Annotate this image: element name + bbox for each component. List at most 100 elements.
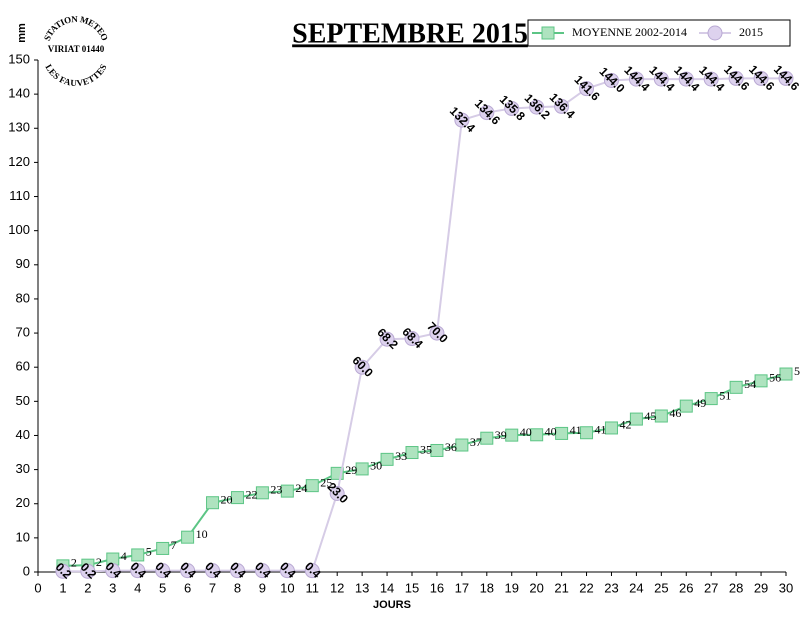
y-tick-label: 150 xyxy=(8,51,30,66)
y-tick-label: 110 xyxy=(9,188,30,203)
x-tick-label: 21 xyxy=(554,580,568,595)
marker xyxy=(80,563,96,579)
legend-box xyxy=(527,19,791,47)
data-label: 36 xyxy=(445,440,457,454)
x-tick-label: 4 xyxy=(134,580,141,595)
logo-text: STATION METEO xyxy=(42,14,110,42)
logo-text: LES FAUVETTES xyxy=(43,62,108,88)
logo-text: LES FAUVETTES xyxy=(43,62,108,88)
marker xyxy=(454,112,470,128)
data-label: 54 xyxy=(744,377,756,391)
marker xyxy=(155,563,171,579)
x-tick-label: 17 xyxy=(455,580,469,595)
y-tick-label: 10 xyxy=(16,529,30,544)
x-axis-label: JOURS xyxy=(373,599,411,611)
marker xyxy=(205,563,221,579)
x-tick-label: 12 xyxy=(330,580,344,595)
legend-label: MOYENNE 2002-2014 xyxy=(572,25,687,39)
data-label: 22 xyxy=(245,487,257,501)
data-label: 41 xyxy=(570,423,582,437)
marker xyxy=(429,325,445,341)
data-label: 23 xyxy=(270,483,282,497)
marker xyxy=(430,443,444,457)
marker xyxy=(504,100,520,116)
legend-marker xyxy=(707,25,723,41)
marker xyxy=(405,446,419,460)
marker xyxy=(380,452,394,466)
data-label: 2 xyxy=(71,556,77,570)
marker xyxy=(753,70,769,86)
data-label: 10 xyxy=(196,527,208,541)
x-tick-label: 9 xyxy=(259,580,266,595)
data-label: 41 xyxy=(595,422,607,436)
logo: STATION METEO VIRIAT 01440 LES FAUVETTES xyxy=(42,14,110,88)
x-tick-label: 22 xyxy=(579,580,593,595)
marker xyxy=(729,380,743,394)
y-tick-label: 80 xyxy=(16,290,30,305)
marker xyxy=(678,71,694,87)
x-tick-label: 6 xyxy=(184,580,191,595)
data-label: 0.4 xyxy=(227,559,249,581)
marker xyxy=(229,563,245,579)
marker xyxy=(455,438,469,452)
data-label: 40 xyxy=(520,425,532,439)
data-label: 37 xyxy=(470,435,482,449)
x-tick-label: 29 xyxy=(754,580,768,595)
data-label: 39 xyxy=(495,428,507,442)
x-tick-label: 15 xyxy=(405,580,419,595)
y-tick-label: 70 xyxy=(16,325,30,340)
marker xyxy=(703,71,719,87)
marker xyxy=(354,359,370,375)
marker xyxy=(480,431,494,445)
marker xyxy=(379,331,395,347)
x-tick-label: 1 xyxy=(59,580,66,595)
marker xyxy=(131,548,145,562)
y-tick-label: 50 xyxy=(16,393,30,408)
data-label: 136.2 xyxy=(522,91,553,122)
data-label: 0.4 xyxy=(277,559,299,581)
data-label: 30 xyxy=(370,459,382,473)
y-tick-label: 90 xyxy=(16,256,30,271)
series-line xyxy=(62,77,786,573)
marker xyxy=(55,563,71,579)
marker xyxy=(529,99,545,115)
marker xyxy=(105,563,121,579)
data-label: 40 xyxy=(545,425,557,439)
marker xyxy=(555,426,569,440)
x-tick-label: 16 xyxy=(430,580,444,595)
marker xyxy=(206,496,220,510)
data-label: 46 xyxy=(669,406,681,420)
x-tick-label: 23 xyxy=(604,580,618,595)
marker xyxy=(305,479,319,493)
data-label: 7 xyxy=(171,538,177,552)
marker xyxy=(628,71,644,87)
y-tick-label: 40 xyxy=(16,427,30,442)
y-tick-label: 100 xyxy=(8,222,30,237)
marker xyxy=(255,486,269,500)
x-tick-label: 26 xyxy=(679,580,693,595)
x-tick-label: 30 xyxy=(779,580,793,595)
x-tick-label: 2 xyxy=(84,580,91,595)
marker xyxy=(280,484,294,498)
marker xyxy=(156,541,170,555)
data-label: 24 xyxy=(295,481,307,495)
marker xyxy=(654,409,668,423)
marker xyxy=(279,563,295,579)
marker xyxy=(230,491,244,505)
marker xyxy=(254,563,270,579)
data-label: 0.4 xyxy=(302,559,324,581)
data-label: 25 xyxy=(320,475,332,489)
y-tick-label: 120 xyxy=(8,154,30,169)
x-tick-label: 3 xyxy=(109,580,116,595)
y-tick-label: 130 xyxy=(8,120,30,135)
x-tick-label: 11 xyxy=(306,580,320,595)
data-label: 0.4 xyxy=(252,559,274,581)
marker xyxy=(653,71,669,87)
data-label: 20 xyxy=(221,492,233,506)
x-tick-label: 25 xyxy=(654,580,668,595)
marker xyxy=(404,331,420,347)
x-tick-label: 10 xyxy=(280,580,294,595)
marker xyxy=(704,392,718,406)
x-tick-label: 24 xyxy=(629,580,643,595)
